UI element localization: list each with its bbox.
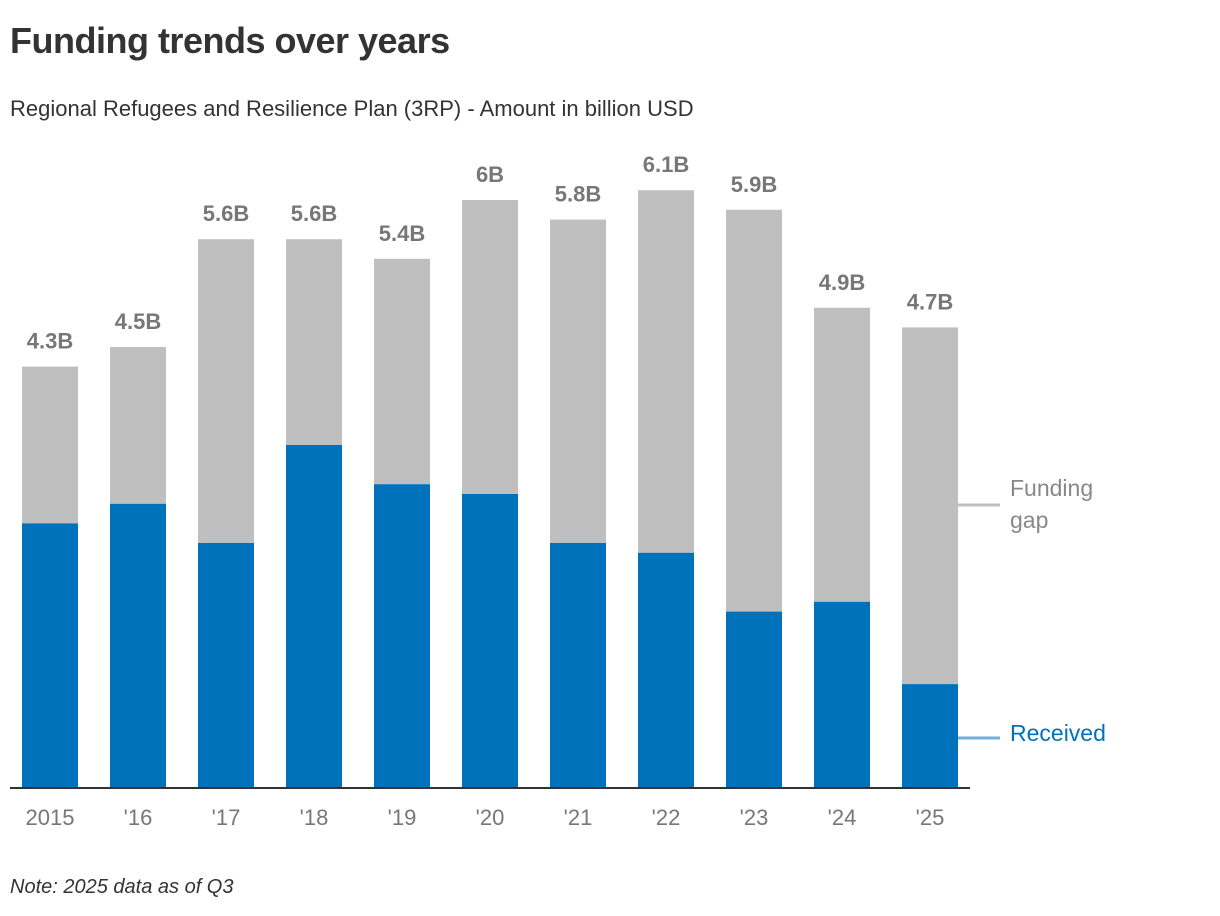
x-tick-label: '18: [300, 805, 329, 830]
legend-gap-label: gap: [1010, 507, 1048, 533]
legend-gap-label: Funding: [1010, 475, 1093, 501]
x-tick-label: '25: [916, 805, 945, 830]
bar-funding-gap: [110, 347, 166, 504]
x-tick-label: '17: [212, 805, 241, 830]
bar-received: [462, 494, 518, 788]
bar-received: [374, 484, 430, 788]
bar-received: [22, 523, 78, 788]
bar-received: [550, 543, 606, 788]
chart-note: Note: 2025 data as of Q3: [10, 876, 234, 898]
bar-received: [110, 503, 166, 788]
bar-funding-gap: [638, 190, 694, 553]
total-label: 4.9B: [819, 270, 865, 295]
bar-funding-gap: [374, 258, 430, 485]
x-tick-label: '22: [652, 805, 681, 830]
total-label: 4.5B: [115, 309, 161, 334]
bar-funding-gap: [902, 327, 958, 685]
total-label: 5.4B: [379, 221, 425, 246]
bar-funding-gap: [198, 239, 254, 543]
legend-received-label: Received: [1010, 720, 1106, 746]
bar-received: [726, 611, 782, 788]
total-label: 5.6B: [203, 201, 249, 226]
x-tick-label: '21: [564, 805, 593, 830]
x-tick-label: '20: [476, 805, 505, 830]
bar-funding-gap: [726, 209, 782, 612]
bar-funding-gap: [814, 307, 870, 602]
total-label: 6B: [476, 162, 504, 187]
bar-received: [902, 684, 958, 788]
bar-received: [286, 445, 342, 788]
bar-received: [198, 543, 254, 788]
total-label: 5.6B: [291, 201, 337, 226]
bar-funding-gap: [550, 219, 606, 543]
bar-funding-gap: [462, 200, 518, 494]
chart-title: Funding trends over years: [10, 20, 450, 61]
total-label: 5.8B: [555, 182, 601, 207]
x-tick-label: '23: [740, 805, 769, 830]
x-tick-label: '19: [388, 805, 417, 830]
total-label: 5.9B: [731, 172, 777, 197]
x-tick-label: '16: [124, 805, 153, 830]
bar-received: [638, 552, 694, 788]
total-label: 6.1B: [643, 152, 689, 177]
x-tick-label: 2015: [26, 805, 75, 830]
chart-subtitle: Regional Refugees and Resilience Plan (3…: [10, 96, 694, 121]
bar-received: [814, 601, 870, 788]
bar-funding-gap: [22, 366, 78, 524]
bar-funding-gap: [286, 239, 342, 445]
total-label: 4.3B: [27, 329, 73, 354]
x-tick-label: '24: [828, 805, 857, 830]
total-label: 4.7B: [907, 289, 953, 314]
